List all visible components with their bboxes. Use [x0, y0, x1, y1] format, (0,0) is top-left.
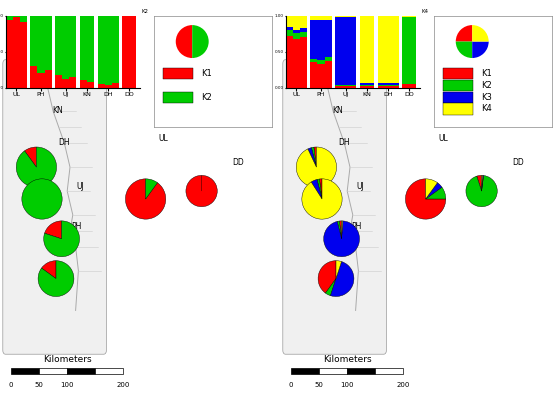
Bar [347, 368, 375, 374]
Text: KN: KN [333, 106, 343, 115]
Text: 50: 50 [35, 382, 44, 388]
Text: UJ: UJ [357, 182, 365, 191]
Text: 200: 200 [396, 382, 410, 388]
Text: DH: DH [338, 138, 349, 147]
Text: 50: 50 [315, 382, 324, 388]
Text: 100: 100 [340, 382, 354, 388]
Text: UL: UL [439, 134, 449, 143]
Text: Kilometers: Kilometers [43, 355, 91, 364]
Text: DD: DD [512, 158, 524, 167]
Text: KN: KN [53, 106, 63, 115]
Text: 100: 100 [60, 382, 74, 388]
Bar [319, 368, 347, 374]
Bar [95, 368, 123, 374]
FancyBboxPatch shape [283, 60, 386, 354]
Bar [375, 368, 403, 374]
Text: PH: PH [71, 222, 82, 231]
Bar [67, 368, 95, 374]
Text: DH: DH [58, 138, 69, 147]
FancyBboxPatch shape [3, 60, 106, 354]
Bar [11, 368, 39, 374]
Text: Kilometers: Kilometers [323, 355, 371, 364]
Text: PH: PH [351, 222, 362, 231]
Bar [291, 368, 319, 374]
Text: 0: 0 [289, 382, 293, 388]
Text: 0: 0 [9, 382, 13, 388]
Text: 200: 200 [116, 382, 130, 388]
Text: UL: UL [159, 134, 169, 143]
Text: UJ: UJ [77, 182, 85, 191]
Text: DD: DD [232, 158, 244, 167]
Bar [39, 368, 67, 374]
